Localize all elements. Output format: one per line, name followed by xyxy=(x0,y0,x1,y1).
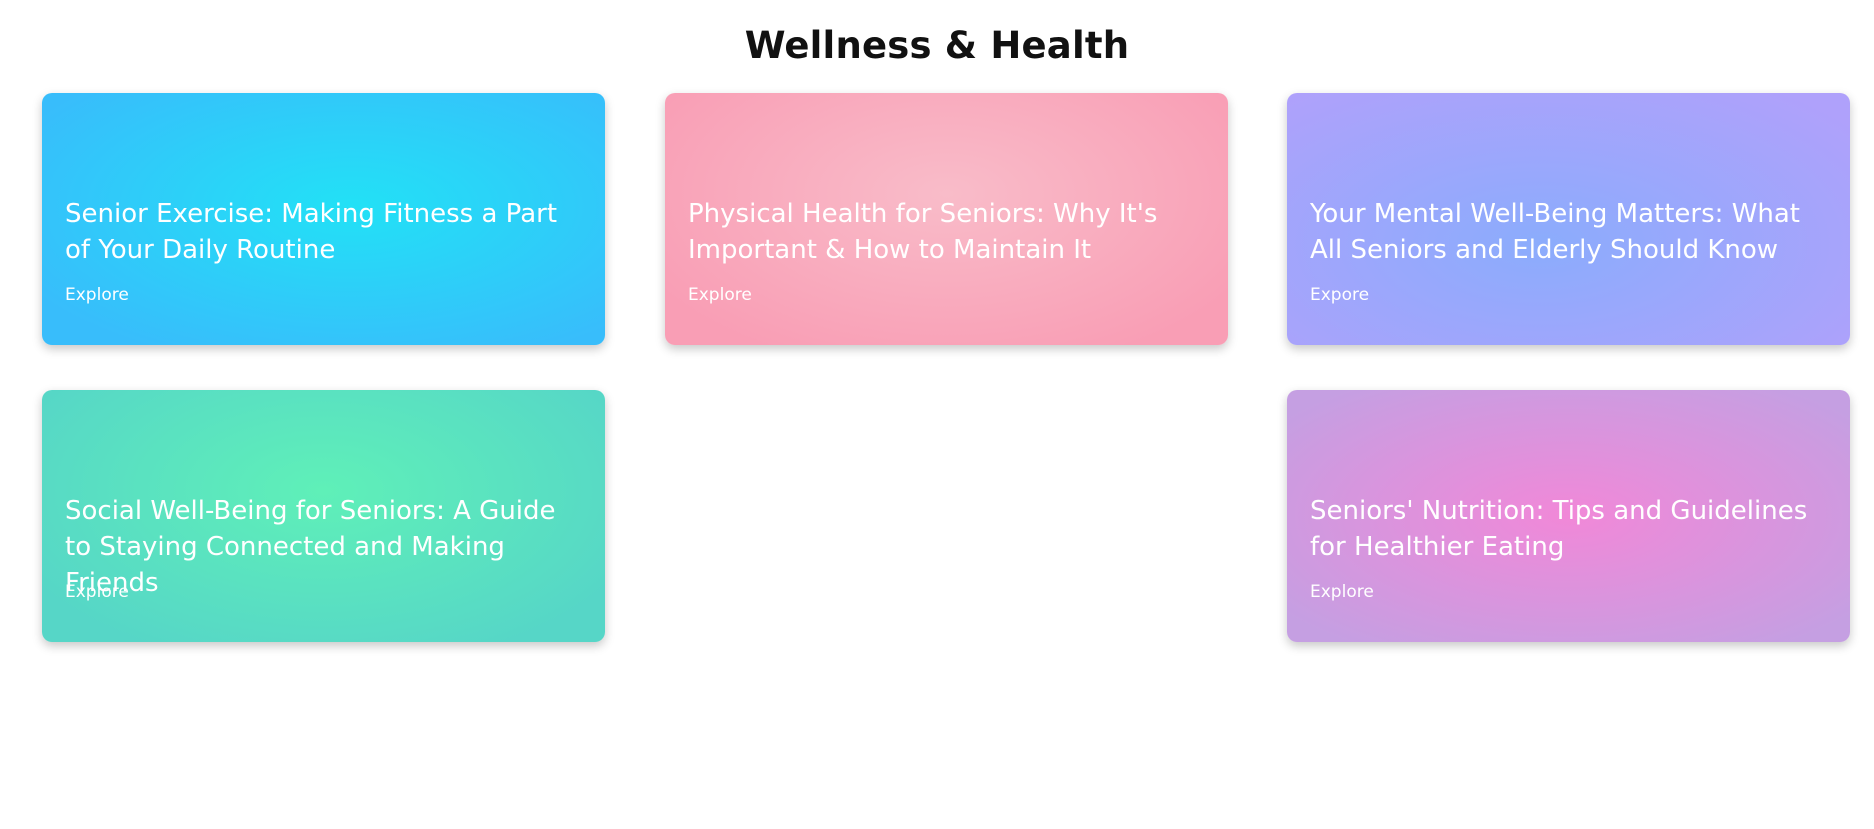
explore-link[interactable]: Explore xyxy=(65,582,129,602)
card-title: Senior Exercise: Making Fitness a Part o… xyxy=(65,199,558,265)
card-title: Physical Health for Seniors: Why It's Im… xyxy=(688,199,1158,265)
card-seniors-nutrition[interactable]: Seniors' Nutrition: Tips and Guidelines … xyxy=(1287,390,1850,642)
card-social-well-being[interactable]: Social Well-Being for Seniors: A Guide t… xyxy=(42,390,605,642)
page-title: Wellness & Health xyxy=(744,24,1130,67)
card-senior-exercise[interactable]: Senior Exercise: Making Fitness a Part o… xyxy=(42,93,605,345)
explore-link[interactable]: Explore xyxy=(688,285,752,305)
card-physical-health[interactable]: Physical Health for Seniors: Why It's Im… xyxy=(665,93,1228,345)
card-title: Seniors' Nutrition: Tips and Guidelines … xyxy=(1310,496,1808,562)
explore-link[interactable]: Explore xyxy=(1310,582,1374,602)
card-title: Your Mental Well-Being Matters: What All… xyxy=(1310,199,1801,265)
card-mental-well-being[interactable]: Your Mental Well-Being Matters: What All… xyxy=(1287,93,1850,345)
explore-link[interactable]: Expore xyxy=(1310,285,1370,305)
card-title: Social Well-Being for Seniors: A Guide t… xyxy=(65,496,556,598)
explore-link[interactable]: Explore xyxy=(65,285,129,305)
